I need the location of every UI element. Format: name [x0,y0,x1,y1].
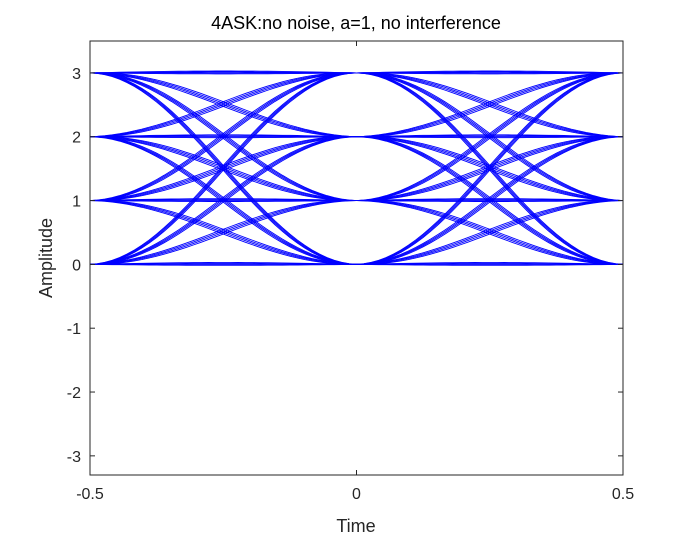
eye-trace [89,70,357,74]
eye-trace [356,72,624,202]
eye-trace [89,199,357,202]
eye-trace [89,262,357,265]
eye-trace [356,72,624,202]
eye-trace [89,72,357,138]
eye-trace [89,200,357,265]
eye-trace [356,72,624,138]
eye-trace [89,136,357,265]
y-tick-label: -3 [67,449,81,466]
eye-trace [356,136,624,265]
eye-trace [89,72,357,265]
eye-trace [89,136,357,265]
eye-trace [89,136,357,265]
eye-trace [356,262,624,265]
eye-trace [89,72,357,138]
eye-trace [356,72,624,138]
eye-trace [89,72,357,202]
eye-trace [89,200,357,265]
eye-trace [356,70,624,74]
eye-trace [356,72,624,138]
eye-trace [89,72,357,202]
chart-title: 4ASK:no noise, a=1, no interference [211,13,501,33]
eye-trace [356,72,624,265]
y-tick-label: 2 [72,130,81,147]
eye-trace [356,72,624,265]
eye-trace [89,72,357,75]
y-tick-label: 1 [72,194,81,211]
eye-trace [89,200,357,265]
x-axis-label: Time [336,516,375,536]
eye-trace [356,136,624,265]
eye-trace [356,71,624,74]
eye-trace [89,71,357,74]
y-tick-label: 3 [72,66,81,83]
y-axis-label: Amplitude [36,218,56,298]
eye-trace [356,199,624,265]
tick-group: -0.5 0 0.5 -3 -2 -1 0 1 2 3 [67,41,634,503]
eye-trace [356,72,624,265]
eye-trace [89,72,357,138]
eye-trace [89,262,357,265]
eye-trace [89,263,357,266]
eye-trace [356,200,624,265]
eye-trace [356,262,624,265]
eye-trace [89,72,357,138]
eye-trace [356,200,624,202]
eye-trace [356,199,624,202]
eye-trace [356,200,624,265]
y-tick-label: 0 [72,257,81,274]
eye-trace [356,136,624,265]
eye-trace [89,199,357,265]
eye-trace [356,200,624,265]
eye-trace [89,72,357,265]
eye-trace [356,135,624,138]
eye-trace [356,72,624,265]
eye-trace [89,72,357,265]
eye-trace [356,72,624,138]
trace-group [89,70,624,266]
eye-trace [89,136,357,139]
x-tick-label: -0.5 [76,486,104,503]
eye-trace [356,72,624,202]
eye-trace [89,136,357,265]
eye-trace [89,72,357,202]
eye-trace [89,72,357,202]
eye-trace [356,72,624,75]
x-tick-label: 0 [352,486,361,503]
eye-trace [356,136,624,139]
eye-trace [89,72,357,265]
plot-area [90,41,623,475]
x-tick-label: 0.5 [612,486,634,503]
y-tick-label: -1 [67,321,81,338]
y-tick-label: -2 [67,385,81,402]
eye-trace [356,136,624,265]
eye-trace [89,200,357,202]
eye-trace [356,263,624,266]
eye-trace [89,135,357,138]
eye-trace [356,72,624,202]
